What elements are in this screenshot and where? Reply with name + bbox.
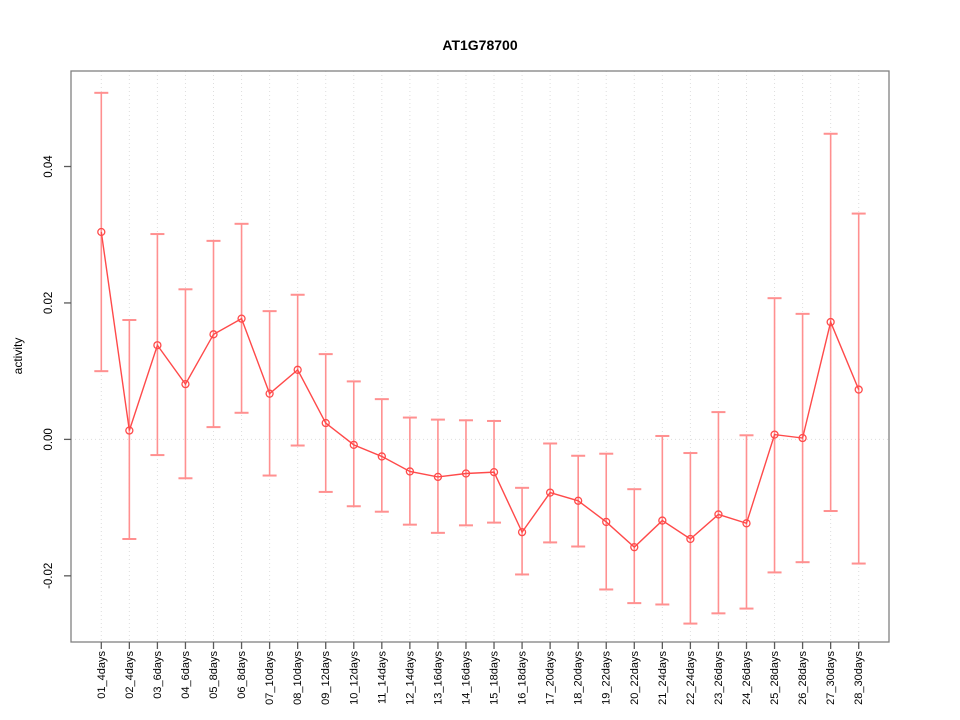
x-tick-label: 24_26days (741, 651, 753, 705)
data-point-marker (377, 452, 386, 461)
data-point-marker (321, 418, 330, 428)
data-point-marker (489, 467, 499, 477)
y-tick-label: 0.04 (43, 155, 55, 178)
x-tick-label: 20_22days (629, 651, 641, 705)
data-point-marker (433, 472, 443, 482)
data-point-marker (265, 389, 274, 398)
y-tick-label: 0.00 (43, 428, 55, 450)
x-tick-label: 12_14days (404, 651, 416, 705)
x-tick-label: 01_4days (96, 651, 108, 699)
x-tick-label: 09_12days (320, 651, 332, 705)
x-tick-label: 21_24days (657, 651, 669, 705)
data-point-marker (237, 314, 246, 323)
data-point-marker (97, 227, 106, 237)
x-tick-label: 11_14days (376, 651, 388, 705)
x-tick-label: 16_18days (517, 651, 529, 705)
x-tick-label: 03_6days (152, 651, 164, 699)
data-point-marker (545, 488, 555, 497)
data-point-marker (686, 534, 695, 544)
plot-area: -0.02 0.00 0.02 0.04 01_4days 02_4days 03_6day… (43, 70, 890, 705)
data-point-marker (574, 496, 583, 505)
x-tick-label: 18_20days (573, 651, 585, 705)
data-point-marker (826, 317, 835, 327)
data-point-marker (602, 517, 611, 527)
data-point-marker (405, 467, 415, 476)
x-tick-label: 08_10days (292, 651, 304, 705)
data-point-marker (181, 379, 190, 389)
x-tick-label: 13_16days (432, 651, 444, 705)
series-line (100, 231, 860, 549)
y-axis-label: activity (11, 338, 25, 375)
y-tick-label: 0.02 (43, 292, 55, 314)
x-tick-label: 10_12days (348, 651, 360, 705)
data-point-marker (854, 385, 863, 394)
x-tick-label: 15_18days (489, 651, 501, 705)
x-tick-label: 07_10days (264, 651, 276, 705)
data-point-marker (461, 469, 471, 478)
chart-title: AT1G78700 (442, 37, 518, 53)
x-tick-label: 05_8days (208, 651, 220, 699)
data-point-marker (630, 543, 639, 552)
x-tick-label: 26_28days (797, 651, 809, 705)
y-tick-label: -0.02 (43, 563, 55, 589)
data-point-marker (770, 430, 779, 439)
plot-box (70, 70, 890, 643)
x-tick-label: 17_20days (545, 651, 557, 705)
x-tick-label: 04_6days (180, 651, 192, 699)
data-point-marker (714, 510, 723, 519)
data-point-marker (293, 365, 302, 374)
x-tick-label: 28_30days (853, 651, 865, 705)
x-tick-label: 06_8days (236, 651, 248, 699)
data-point-marker (742, 519, 751, 528)
x-tick-label: 02_4days (124, 651, 136, 699)
data-point-marker (153, 341, 162, 350)
x-tick-label: 27_30days (825, 651, 837, 705)
x-tick-label: 19_22days (601, 651, 613, 705)
data-point-marker (658, 516, 667, 525)
x-tick-label: 23_26days (713, 651, 725, 705)
x-tick-label: 25_28days (769, 651, 781, 705)
data-point-marker (798, 433, 807, 443)
data-point-marker (125, 426, 134, 435)
x-tick-label: 22_24days (685, 651, 697, 705)
data-point-marker (517, 528, 527, 537)
data-point-marker (349, 440, 358, 449)
x-tick-label: 14_16days (460, 651, 472, 705)
data-point-marker (209, 330, 218, 339)
